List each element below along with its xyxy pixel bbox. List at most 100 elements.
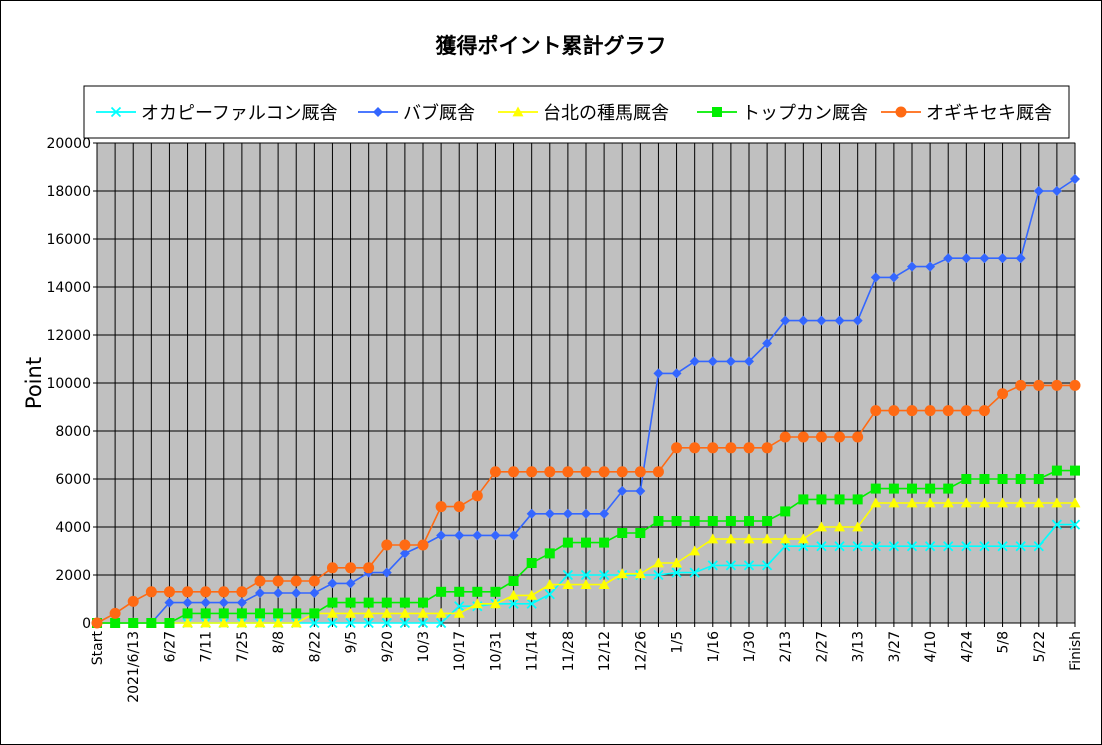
data-point bbox=[127, 595, 139, 607]
data-point bbox=[616, 466, 628, 478]
data-point bbox=[907, 261, 917, 272]
data-point bbox=[508, 576, 519, 586]
data-point-stroke bbox=[671, 567, 682, 578]
y-tick-label: 20000 bbox=[46, 136, 91, 152]
data-point bbox=[581, 508, 591, 519]
data-point bbox=[236, 597, 247, 608]
data-point-stroke bbox=[870, 541, 881, 552]
data-point bbox=[1033, 474, 1044, 484]
data-point-stroke bbox=[309, 617, 320, 629]
data-point bbox=[761, 442, 773, 454]
data-point bbox=[399, 607, 411, 618]
data-point bbox=[870, 405, 882, 417]
data-point bbox=[544, 589, 555, 600]
data-point bbox=[436, 530, 447, 541]
data-point bbox=[652, 466, 664, 478]
data-point bbox=[798, 315, 809, 326]
data-point-stroke bbox=[544, 589, 555, 600]
data-point bbox=[435, 607, 447, 618]
data-point bbox=[707, 516, 718, 526]
data-point bbox=[599, 537, 610, 548]
data-point bbox=[435, 501, 447, 513]
data-point bbox=[852, 494, 863, 505]
data-point bbox=[780, 315, 791, 326]
data-point bbox=[436, 586, 447, 597]
data-point bbox=[254, 617, 266, 628]
data-point bbox=[273, 588, 284, 598]
data-point bbox=[508, 589, 520, 600]
data-point bbox=[109, 607, 121, 619]
data-point bbox=[363, 597, 374, 608]
chart-title: 獲得ポイント累計グラフ bbox=[436, 34, 667, 58]
data-point bbox=[309, 588, 320, 598]
data-point bbox=[272, 617, 284, 628]
data-point bbox=[345, 617, 356, 629]
legend: オカピーファルコン厩舎 バブ厩舎 台北の種馬厩舎 トップカン厩舎 オギキセキ厩舎 bbox=[83, 85, 1070, 139]
x-tick-label: 8/8 bbox=[271, 631, 287, 654]
data-point bbox=[255, 608, 265, 619]
data-point bbox=[943, 483, 954, 494]
data-point-stroke bbox=[598, 569, 610, 581]
data-point bbox=[635, 528, 646, 538]
data-point bbox=[598, 579, 610, 589]
data-point-stroke bbox=[508, 598, 519, 609]
data-point bbox=[128, 618, 139, 628]
legend-item: バブ厩舎 bbox=[358, 102, 475, 124]
data-point bbox=[598, 466, 610, 478]
legend-item: トップカン厩舎 bbox=[697, 103, 868, 124]
series-5 bbox=[91, 379, 1081, 629]
data-point bbox=[526, 558, 537, 568]
data-point bbox=[255, 588, 265, 598]
legend-label: 台北の種馬厩舎 bbox=[543, 103, 669, 124]
data-point bbox=[1051, 497, 1063, 508]
data-point bbox=[164, 618, 175, 628]
data-point bbox=[762, 338, 773, 349]
data-point bbox=[942, 405, 954, 417]
data-point bbox=[345, 562, 357, 574]
data-point bbox=[472, 530, 483, 541]
data-point bbox=[562, 466, 574, 478]
x-tick-label: 6/27 bbox=[162, 631, 178, 662]
data-point-stroke bbox=[399, 617, 411, 629]
y-tick-label: 10000 bbox=[46, 376, 91, 392]
data-point bbox=[399, 548, 410, 559]
data-point bbox=[1033, 379, 1045, 391]
data-point bbox=[327, 578, 338, 589]
y-tick-label: 14000 bbox=[46, 280, 91, 296]
data-point bbox=[290, 575, 302, 587]
data-point bbox=[381, 567, 392, 578]
data-point bbox=[888, 272, 899, 283]
data-point-stroke bbox=[417, 617, 429, 629]
y-axis-label: Point bbox=[22, 357, 46, 409]
x-tick-label: 1/16 bbox=[706, 631, 722, 663]
data-point bbox=[490, 530, 501, 541]
x-tick-label: 12/12 bbox=[597, 631, 613, 671]
data-point bbox=[671, 368, 682, 379]
data-point bbox=[852, 315, 863, 326]
data-point bbox=[200, 597, 211, 608]
data-point bbox=[906, 497, 918, 508]
data-point bbox=[744, 356, 754, 367]
x-tick-label: Start bbox=[90, 630, 106, 665]
data-point bbox=[454, 530, 465, 541]
data-point bbox=[942, 497, 954, 508]
data-point bbox=[888, 405, 900, 417]
y-tick-label: 16000 bbox=[46, 232, 91, 248]
data-point bbox=[1015, 497, 1027, 508]
series-4 bbox=[92, 465, 1080, 628]
data-point bbox=[435, 617, 447, 629]
data-point bbox=[798, 494, 809, 505]
data-point bbox=[978, 497, 990, 508]
data-point bbox=[834, 431, 846, 443]
data-point bbox=[761, 533, 773, 544]
data-point bbox=[110, 106, 122, 118]
data-point bbox=[182, 597, 193, 608]
data-point bbox=[363, 617, 374, 629]
data-point-stroke bbox=[761, 560, 773, 571]
legend-item: 台北の種馬厩舎 bbox=[498, 103, 669, 124]
data-point bbox=[671, 442, 683, 454]
data-point bbox=[381, 617, 392, 629]
data-point bbox=[925, 483, 936, 494]
data-point bbox=[1051, 186, 1062, 196]
legend-label: バブ厩舎 bbox=[403, 102, 475, 124]
